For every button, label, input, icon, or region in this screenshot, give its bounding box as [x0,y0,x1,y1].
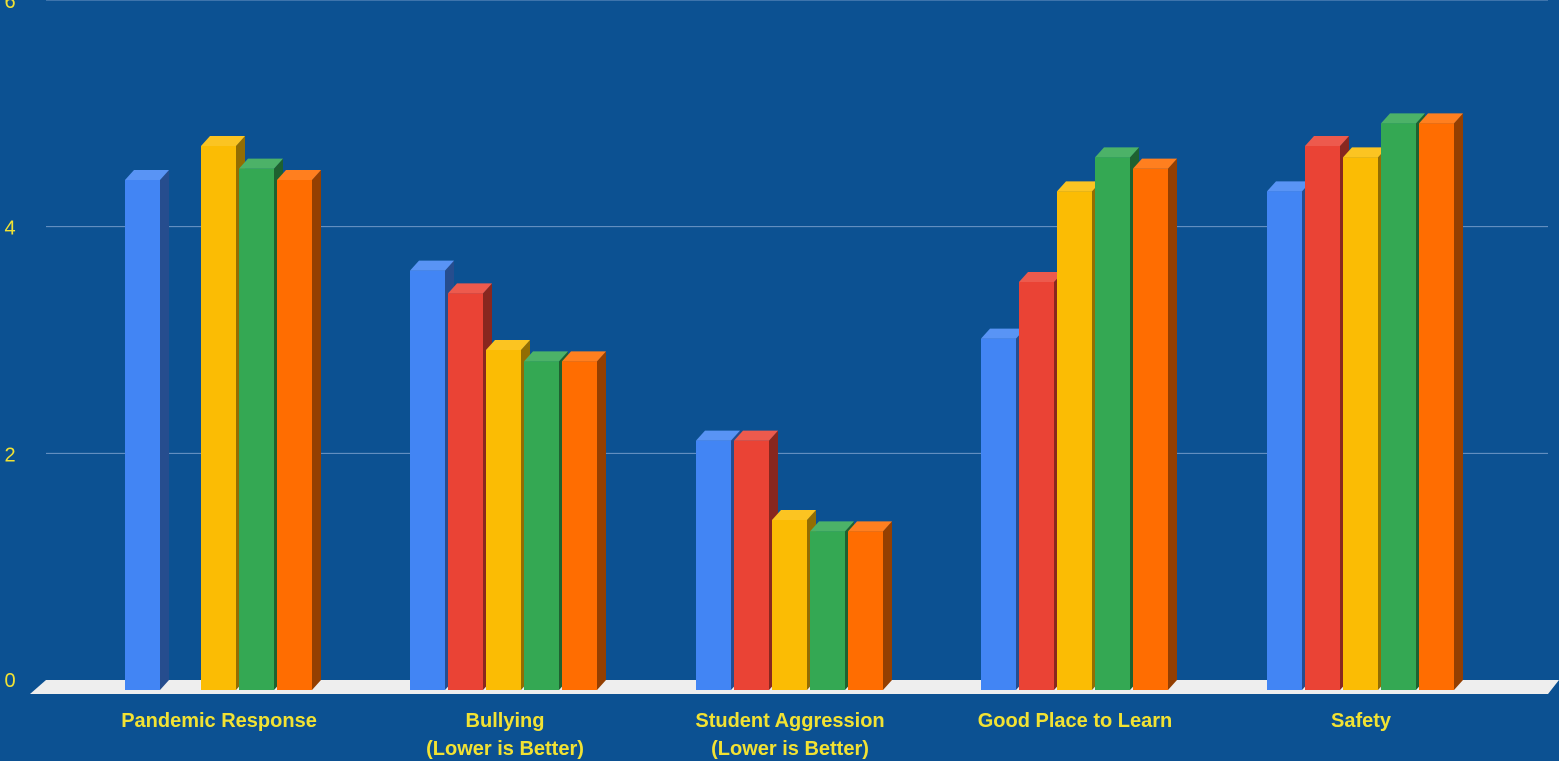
x-category-label: (Lower is Better) [711,738,869,760]
bar-top [277,170,321,180]
bar-front [1267,191,1302,691]
x-category-label: Bullying [466,710,545,732]
bar-top [1343,147,1387,158]
y-tick-label: 6 [4,0,15,13]
bar [410,260,454,690]
bar [1095,147,1139,691]
bar-front [410,270,445,690]
bar-front [1381,123,1416,691]
bar-top [772,510,816,520]
bar-top [486,340,530,350]
bar-top [201,136,245,146]
bar-front [1095,157,1130,691]
bar-top [981,328,1025,339]
bar-top [448,283,492,294]
bar [772,510,816,690]
bar [1343,147,1387,691]
bar-top [410,260,454,271]
bar-top [848,521,892,532]
bar [981,328,1025,690]
bar-top [239,158,283,169]
x-category-label: (Lower is Better) [426,738,584,760]
bar-top [1381,113,1425,124]
bar [1133,158,1177,690]
bar [201,136,245,690]
bar [734,430,778,690]
bar [486,340,530,690]
x-category-label: Good Place to Learn [978,710,1172,732]
bar [1419,113,1463,691]
y-tick-label: 0 [4,670,15,692]
bar-front [277,180,312,690]
bar-top [810,521,854,532]
x-category-label: Pandemic Response [121,710,317,732]
bar-front [848,531,883,690]
bar-front [239,168,274,690]
bar [848,521,892,690]
y-tick-label: 4 [4,218,15,240]
bar [562,351,606,690]
bar-front [1133,168,1168,690]
bar-front [981,338,1016,690]
bar-front [448,293,483,690]
x-category-label: Safety [1331,710,1392,732]
bar-top [562,351,606,362]
bar-side [1168,158,1177,690]
bar-front [1019,282,1054,690]
bar-top [1419,113,1463,124]
bar-front [772,520,807,690]
bar [696,430,740,690]
bar-side [160,170,169,690]
y-axis-tick-labels: 0 2 4 6 [4,0,15,692]
bar-front [201,146,236,690]
x-axis-category-labels: Pandemic Response Bullying (Lower is Bette… [121,710,1392,760]
bar-front [810,531,845,690]
bar-front [524,361,559,690]
y-tick-label: 2 [4,444,15,466]
bar-top [696,430,740,441]
bar [810,521,854,690]
bar-top [524,351,568,362]
bar-front [1343,157,1378,691]
bar [239,158,283,690]
bar-top [1057,181,1101,192]
bar-side [597,351,606,690]
bar-front [486,350,521,690]
bar [524,351,568,690]
bar-top [1267,181,1311,192]
bar-front [1419,123,1454,691]
bar-front [1305,146,1340,690]
bar [277,170,321,690]
bar [1381,113,1425,691]
bar [1057,181,1101,691]
bar-top [1133,158,1177,169]
bar-front [562,361,597,690]
bar-front [125,180,160,690]
bar [1267,181,1311,691]
bar-side [312,170,321,690]
bars [125,113,1463,691]
bar-top [1305,136,1349,146]
bar [1305,136,1349,690]
x-category-label: Student Aggression [695,710,884,732]
bar [1019,272,1063,690]
bar-front [734,440,769,690]
bar-top [1019,272,1063,282]
bar [448,283,492,690]
bar-top [125,170,169,180]
bar-side [1454,113,1463,691]
bar-front [1057,191,1092,691]
bar-side [883,521,892,690]
bar-top [1095,147,1139,158]
bar-front [696,440,731,690]
bar [125,170,169,690]
bar-top [734,430,778,441]
